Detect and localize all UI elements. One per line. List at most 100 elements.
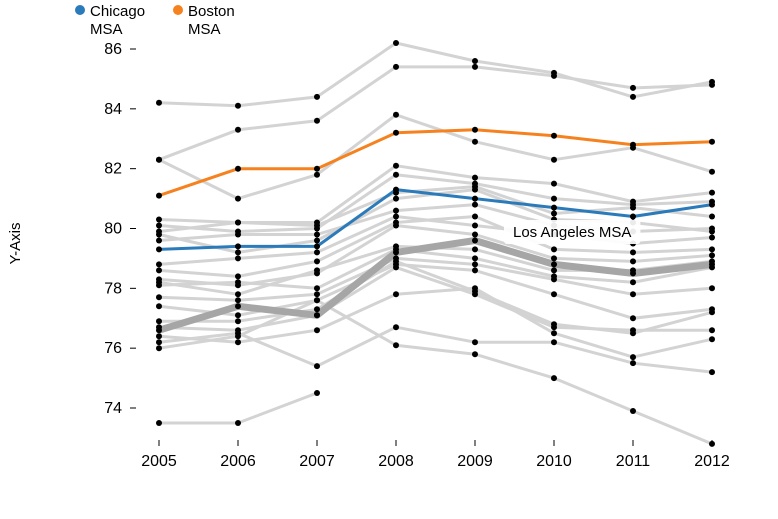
- data-point[interactable]: [156, 333, 162, 340]
- data-point[interactable]: [709, 168, 715, 175]
- data-point[interactable]: [709, 189, 715, 196]
- data-point[interactable]: [393, 213, 399, 220]
- data-point[interactable]: [314, 306, 320, 313]
- data-point[interactable]: [235, 279, 241, 286]
- data-point[interactable]: [314, 291, 320, 298]
- data-point[interactable]: [314, 249, 320, 256]
- data-point[interactable]: [551, 180, 557, 187]
- data-point[interactable]: [393, 222, 399, 229]
- data-point[interactable]: [235, 273, 241, 280]
- data-point[interactable]: [235, 102, 241, 109]
- data-point[interactable]: [393, 63, 399, 70]
- data-point[interactable]: [235, 219, 241, 226]
- data-point[interactable]: [630, 213, 636, 220]
- data-point[interactable]: [156, 261, 162, 268]
- data-point[interactable]: [314, 222, 320, 229]
- data-point[interactable]: [314, 297, 320, 304]
- data-point[interactable]: [472, 237, 478, 244]
- data-point[interactable]: [630, 354, 636, 361]
- data-point[interactable]: [709, 309, 715, 316]
- data-point[interactable]: [393, 129, 399, 136]
- data-point[interactable]: [314, 390, 320, 396]
- data-point[interactable]: [630, 315, 636, 322]
- data-point[interactable]: [472, 285, 478, 292]
- data-point[interactable]: [472, 195, 478, 202]
- data-point[interactable]: [393, 195, 399, 202]
- data-point[interactable]: [314, 237, 320, 244]
- data-point[interactable]: [630, 93, 636, 100]
- data-point[interactable]: [630, 279, 636, 286]
- data-point[interactable]: [551, 255, 557, 262]
- data-point[interactable]: [630, 267, 636, 274]
- data-point[interactable]: [551, 339, 557, 346]
- data-point[interactable]: [472, 261, 478, 268]
- data-point[interactable]: [235, 420, 241, 426]
- data-point[interactable]: [709, 336, 715, 343]
- data-point[interactable]: [630, 84, 636, 91]
- data-point[interactable]: [235, 333, 241, 340]
- data-point[interactable]: [235, 255, 241, 262]
- data-point[interactable]: [393, 342, 399, 349]
- data-point[interactable]: [156, 246, 162, 253]
- data-point[interactable]: [314, 363, 320, 370]
- data-point[interactable]: [709, 246, 715, 253]
- data-point[interactable]: [156, 318, 162, 325]
- data-point[interactable]: [472, 291, 478, 298]
- data-point[interactable]: [551, 291, 557, 298]
- data-point[interactable]: [393, 189, 399, 196]
- data-point[interactable]: [472, 213, 478, 220]
- data-point[interactable]: [314, 267, 320, 274]
- data-point[interactable]: [156, 345, 162, 352]
- data-point[interactable]: [156, 192, 162, 199]
- data-point[interactable]: [393, 162, 399, 169]
- data-point[interactable]: [156, 267, 162, 274]
- data-point[interactable]: [472, 339, 478, 346]
- data-point[interactable]: [472, 246, 478, 253]
- data-point[interactable]: [472, 126, 478, 133]
- data-point[interactable]: [551, 246, 557, 253]
- data-point[interactable]: [472, 63, 478, 70]
- data-point[interactable]: [393, 40, 399, 46]
- data-point[interactable]: [551, 156, 557, 163]
- data-point[interactable]: [551, 267, 557, 274]
- data-point[interactable]: [393, 291, 399, 298]
- data-point[interactable]: [472, 351, 478, 358]
- data-point[interactable]: [314, 171, 320, 178]
- data-point[interactable]: [314, 117, 320, 124]
- data-point[interactable]: [709, 234, 715, 241]
- data-point[interactable]: [393, 111, 399, 118]
- data-point[interactable]: [156, 282, 162, 289]
- data-point[interactable]: [156, 156, 162, 163]
- data-point[interactable]: [709, 369, 715, 376]
- data-point[interactable]: [709, 198, 715, 205]
- data-point[interactable]: [393, 264, 399, 271]
- data-point[interactable]: [472, 201, 478, 208]
- data-point[interactable]: [630, 408, 636, 414]
- data-point[interactable]: [235, 339, 241, 346]
- data-point[interactable]: [551, 210, 557, 217]
- data-point[interactable]: [709, 327, 715, 334]
- data-point[interactable]: [235, 249, 241, 256]
- data-point[interactable]: [630, 204, 636, 211]
- data-point[interactable]: [314, 327, 320, 334]
- data-point[interactable]: [235, 291, 241, 298]
- data-point[interactable]: [393, 258, 399, 265]
- data-point[interactable]: [393, 324, 399, 331]
- data-point[interactable]: [314, 231, 320, 238]
- data-point[interactable]: [235, 297, 241, 304]
- data-point[interactable]: [630, 360, 636, 367]
- data-point[interactable]: [393, 171, 399, 178]
- data-point[interactable]: [551, 375, 557, 382]
- data-point[interactable]: [709, 258, 715, 265]
- data-point[interactable]: [551, 72, 557, 79]
- data-point[interactable]: [156, 222, 162, 229]
- data-point[interactable]: [235, 243, 241, 250]
- data-point[interactable]: [551, 204, 557, 211]
- data-point[interactable]: [314, 312, 320, 319]
- data-point[interactable]: [156, 294, 162, 301]
- data-point[interactable]: [472, 255, 478, 262]
- data-point[interactable]: [472, 267, 478, 274]
- data-point[interactable]: [235, 231, 241, 238]
- data-point[interactable]: [314, 165, 320, 172]
- data-point[interactable]: [156, 303, 162, 310]
